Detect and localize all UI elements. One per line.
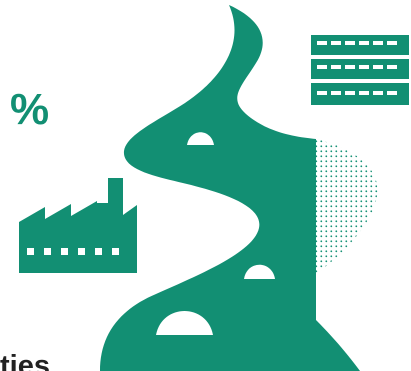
building-floor [311, 35, 409, 55]
factory-icon [19, 178, 137, 273]
river-shape-icon [100, 5, 378, 371]
mound [156, 311, 213, 335]
clipped-heading-word: ties [0, 350, 50, 371]
percent-sign: % [10, 85, 50, 134]
dotted-region [316, 139, 378, 274]
building-icon [311, 35, 409, 105]
building-floor [311, 59, 409, 79]
mound [187, 132, 214, 145]
building-floor [311, 83, 409, 105]
mound [244, 264, 275, 279]
